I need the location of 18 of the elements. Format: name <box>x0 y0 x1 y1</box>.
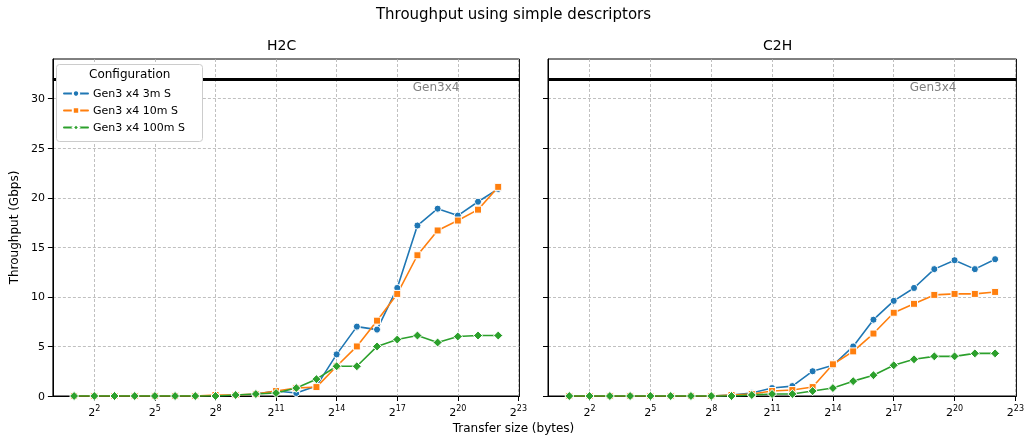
y-tick-label: 0 <box>37 389 45 403</box>
legend-label: Gen3 x4 100m S <box>93 121 185 134</box>
chart-subtitle: C2H <box>763 37 793 53</box>
chart-subtitle: H2C <box>267 37 297 53</box>
y-tick-label: 20 <box>30 191 45 205</box>
y-tick-label: 15 <box>30 240 45 254</box>
y-tick-label: 25 <box>30 141 45 155</box>
ref-line-label: Gen3x4 <box>909 79 957 94</box>
y-tick-label: 5 <box>37 339 45 353</box>
ref-line-label: Gen3x4 <box>412 79 460 94</box>
legend-title: Configuration <box>89 67 171 81</box>
legend-label: Gen3 x4 3m S <box>93 87 171 100</box>
chart-title: Throughput using simple descriptors <box>374 5 653 23</box>
y-tick-label: 30 <box>30 92 45 106</box>
x-axis-title: Transfer size (bytes) <box>451 421 576 435</box>
legend-label: Gen3 x4 10m S <box>93 104 178 117</box>
y-axis-title: Throughput (Gbps) <box>7 170 21 286</box>
y-tick-label: 10 <box>30 290 45 304</box>
